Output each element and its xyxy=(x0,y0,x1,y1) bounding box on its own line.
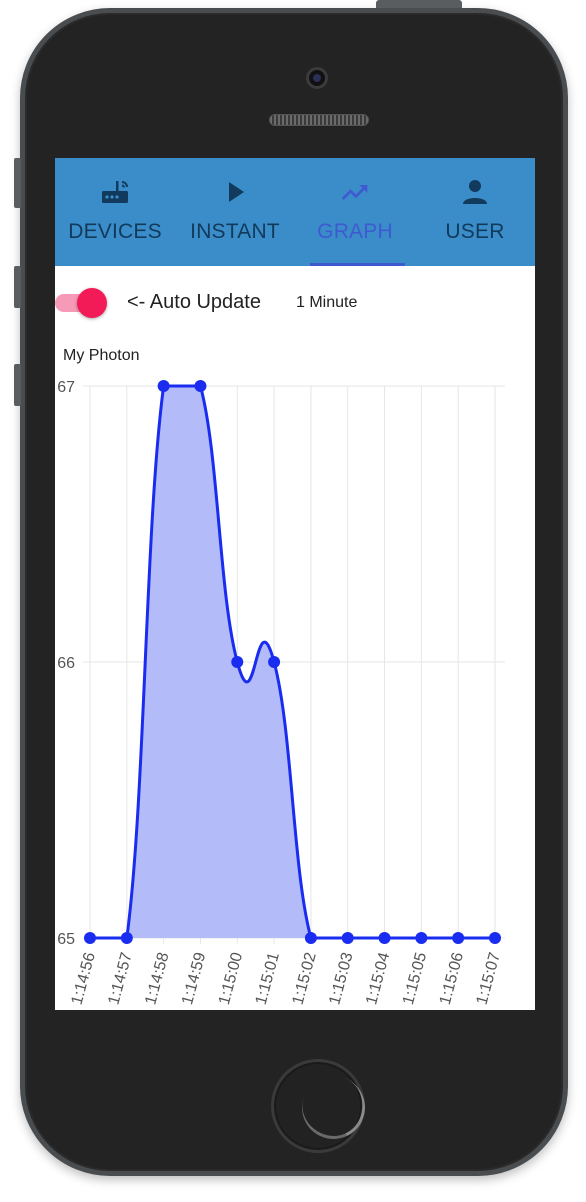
person-icon xyxy=(460,178,490,206)
tab-devices[interactable]: DEVICES xyxy=(55,158,175,266)
data-point[interactable] xyxy=(120,932,133,944)
x-tick-label: 1:15:03 xyxy=(326,951,356,1007)
camera-icon xyxy=(306,67,328,89)
trending-up-icon xyxy=(340,178,370,206)
data-point[interactable] xyxy=(489,932,501,944)
x-tick-label: 1:15:04 xyxy=(363,951,393,1007)
toggle-knob xyxy=(77,288,107,318)
x-tick-label: 1:14:57 xyxy=(105,951,135,1007)
y-tick-label: 65 xyxy=(57,931,75,948)
play-icon xyxy=(220,178,250,206)
y-tick-label: 67 xyxy=(57,379,75,396)
x-tick-label: 1:14:58 xyxy=(142,951,172,1007)
x-tick-label: 1:15:05 xyxy=(400,951,430,1007)
app-screen: DEVICES INSTANT GRAPH xyxy=(55,158,535,1010)
x-tick-label: 1:14:56 xyxy=(69,951,99,1007)
y-axis-ticks: 67 66 65 xyxy=(57,379,75,948)
x-tick-label: 1:15:00 xyxy=(216,951,246,1007)
router-icon xyxy=(100,178,130,206)
tab-instant-label: INSTANT xyxy=(190,220,280,243)
data-point[interactable] xyxy=(341,932,354,944)
tab-bar: DEVICES INSTANT GRAPH xyxy=(55,158,535,266)
tab-user[interactable]: USER xyxy=(415,158,535,266)
data-point[interactable] xyxy=(415,932,428,944)
data-point[interactable] xyxy=(378,932,391,944)
tab-instant[interactable]: INSTANT xyxy=(175,158,295,266)
chart-title: My Photon xyxy=(63,347,140,364)
x-tick-label: 1:15:06 xyxy=(437,951,467,1007)
x-axis-ticks: 1:14:56 1:14:57 1:14:58 1:14:59 1:15:00 1:15:… xyxy=(69,951,504,1007)
data-point[interactable] xyxy=(231,656,244,668)
tab-user-label: USER xyxy=(445,220,505,243)
data-point[interactable] xyxy=(157,380,170,392)
data-point[interactable] xyxy=(194,380,207,392)
x-tick-label: 1:15:02 xyxy=(290,951,320,1007)
volume-down-button[interactable] xyxy=(14,364,21,406)
x-tick-label: 1:15:07 xyxy=(474,951,504,1007)
y-tick-label: 66 xyxy=(57,655,75,672)
auto-update-toggle[interactable] xyxy=(55,288,107,318)
series-area xyxy=(90,386,495,938)
series-points xyxy=(84,380,501,944)
home-button[interactable] xyxy=(271,1059,365,1153)
x-tick-label: 1:14:59 xyxy=(179,951,209,1007)
speaker-grille xyxy=(269,114,369,126)
tab-devices-label: DEVICES xyxy=(68,220,162,243)
x-tick-label: 1:15:01 xyxy=(253,951,283,1007)
volume-up-button[interactable] xyxy=(14,266,21,308)
tab-graph-label: GRAPH xyxy=(317,220,393,243)
series-line xyxy=(90,384,495,940)
interval-selector[interactable]: 1 Minute xyxy=(296,294,358,311)
tab-graph[interactable]: GRAPH xyxy=(295,158,415,266)
data-point[interactable] xyxy=(268,656,281,668)
mute-switch[interactable] xyxy=(14,158,21,208)
data-point[interactable] xyxy=(304,932,317,944)
power-button[interactable] xyxy=(376,0,462,8)
data-point[interactable] xyxy=(84,932,96,944)
auto-update-label: <- Auto Update xyxy=(127,291,261,313)
data-point[interactable] xyxy=(452,932,465,944)
